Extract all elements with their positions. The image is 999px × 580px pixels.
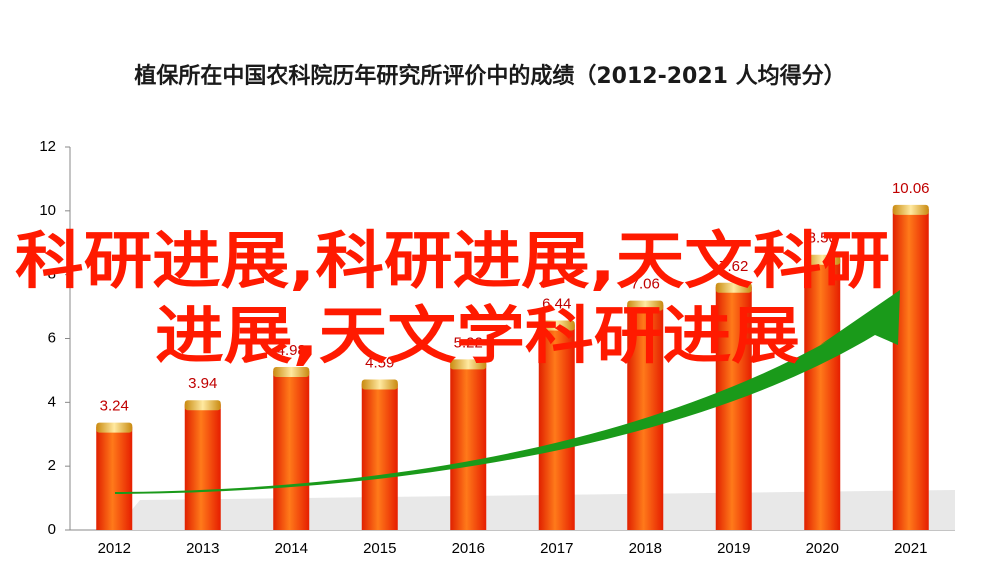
bar-cap bbox=[96, 422, 133, 433]
bar bbox=[892, 208, 929, 530]
value-label: 8.50 bbox=[808, 230, 837, 247]
bar bbox=[450, 363, 487, 530]
watermark: 进展,天文学科研进展 bbox=[155, 299, 800, 372]
trend-arrow bbox=[115, 290, 900, 494]
bar-cap bbox=[715, 282, 752, 293]
y-tick-label: 8 bbox=[48, 266, 56, 283]
value-label: 6.44 bbox=[542, 295, 571, 312]
x-tick-label: 2013 bbox=[186, 540, 219, 557]
bar-cap bbox=[184, 400, 221, 411]
value-label: 3.24 bbox=[100, 398, 129, 415]
y-tick-label: 6 bbox=[48, 329, 56, 346]
bars: 3.24 3.94 4.98 4.59 5.22 6.44 7.06 7.62 8.50 10.0… bbox=[96, 180, 930, 530]
x-tick-label: 2014 bbox=[275, 540, 308, 557]
value-label: 4.98 bbox=[277, 342, 306, 359]
bar bbox=[273, 371, 310, 530]
chart-title: 植保所在中国农科院历年研究所评价中的成绩（2012-2021 人均得分） bbox=[134, 63, 845, 89]
bar-cap bbox=[450, 359, 487, 370]
bar-cap bbox=[804, 254, 841, 265]
x-tick-label: 2019 bbox=[717, 540, 750, 557]
bar bbox=[361, 383, 398, 530]
y-tick-label: 12 bbox=[39, 138, 56, 155]
value-label: 4.59 bbox=[365, 354, 394, 371]
bar-cap bbox=[892, 204, 929, 215]
watermark: 科研进展,科研进展,天文科研 bbox=[15, 224, 890, 297]
bar bbox=[538, 324, 575, 530]
bar-cap bbox=[538, 320, 575, 331]
value-label: 3.94 bbox=[188, 375, 217, 392]
bar bbox=[715, 286, 752, 530]
bar bbox=[96, 426, 133, 530]
y-tick-label: 0 bbox=[48, 521, 56, 538]
bar bbox=[804, 258, 841, 530]
y-tick-label: 10 bbox=[39, 202, 56, 219]
bar bbox=[184, 404, 221, 530]
bar-cap bbox=[361, 379, 398, 390]
value-label: 5.22 bbox=[454, 334, 483, 351]
bar-cap bbox=[627, 300, 664, 311]
x-tick-label: 2017 bbox=[540, 540, 573, 557]
x-tick-label: 2021 bbox=[894, 540, 927, 557]
x-tick-label: 2018 bbox=[629, 540, 662, 557]
value-label: 7.62 bbox=[719, 258, 748, 275]
y-tick-label: 2 bbox=[48, 457, 56, 474]
x-tick-label: 2016 bbox=[452, 540, 485, 557]
x-tick-label: 2020 bbox=[806, 540, 839, 557]
value-label: 10.06 bbox=[892, 180, 930, 197]
x-tick-label: 2012 bbox=[98, 540, 131, 557]
value-label: 7.06 bbox=[631, 276, 660, 293]
bar-cap bbox=[273, 367, 310, 378]
x-tick-label: 2015 bbox=[363, 540, 396, 557]
y-tick-label: 4 bbox=[48, 393, 56, 410]
